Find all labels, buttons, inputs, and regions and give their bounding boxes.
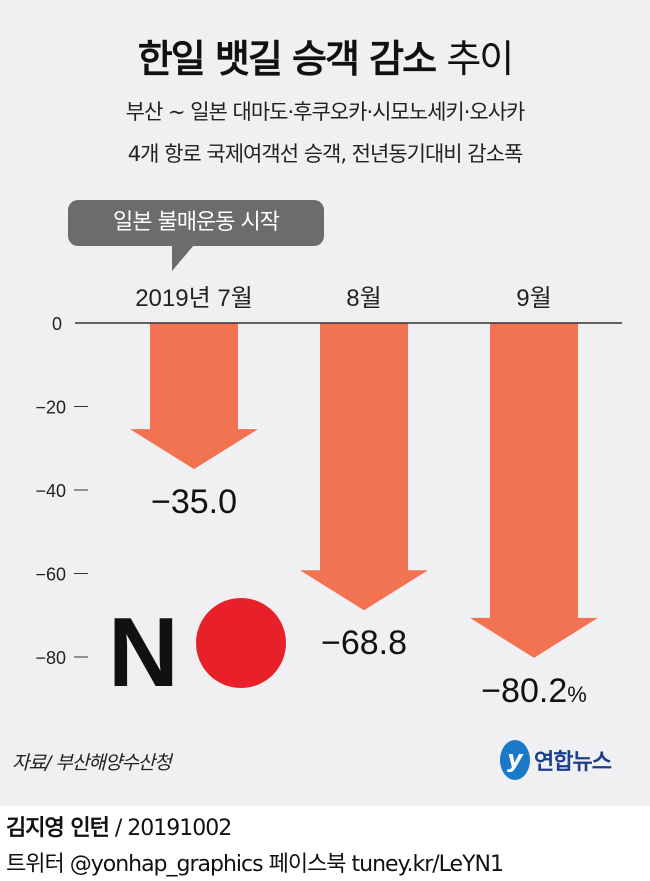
y-tick-label: −60 (35, 565, 66, 585)
value-label: −35.0 (151, 483, 237, 521)
y-tick-label: −20 (35, 398, 66, 418)
y-tick-label: −80 (35, 648, 66, 668)
bar-arrow-2 (300, 323, 428, 611)
chart-title: 한일 뱃길 승객 감소 추이 (0, 28, 650, 83)
yonhap-logo-icon: y (500, 740, 530, 780)
y-tick-label: −40 (35, 481, 66, 501)
social-line: 트위터 @yonhap_graphics 페이스북 tuney.kr/LeYN1 (6, 852, 504, 877)
chart-svg: 0 −20 −40 −60 −80 2019년 7월 −35.0 8월 −68.8 9월 −80.2… (35, 285, 622, 710)
credit-date: / 20191002 (114, 816, 232, 841)
unit-label: % (567, 682, 587, 707)
y-tick-label: 0 (52, 314, 62, 334)
annotation-pointer (172, 245, 194, 271)
subtitle-line-1: 부산 ~ 일본 대마도·후쿠오카·시모노세키·오사카 (125, 100, 526, 124)
bar-arrow-1 (130, 323, 258, 470)
x-category-label: 2019년 7월 (135, 285, 253, 312)
no-logo-circle (196, 598, 286, 688)
yonhap-logo-text: 연합뉴스 (534, 750, 612, 775)
x-category-label: 9월 (516, 285, 551, 312)
subtitle-line-2: 4개 항로 국제여객선 승객, 전년동기대비 감소폭 (127, 142, 524, 166)
x-category-label: 8월 (346, 285, 381, 312)
no-logo-letter: N (108, 597, 179, 707)
annotation-bubble: 일본 불매운동 시작 (68, 200, 324, 246)
yonhap-logo: y 연합뉴스 (500, 740, 612, 780)
source-note: 자료/ 부산해양수산청 (12, 752, 172, 774)
value-label: −68.8 (321, 624, 407, 662)
value-label: −80.2% (481, 672, 587, 710)
credit-line: 김지영 인턴 / 20191002 (6, 810, 232, 842)
title-bold: 한일 뱃길 승객 감소 (137, 37, 437, 81)
bar-arrow-3 (470, 323, 598, 658)
credit-name: 김지영 인턴 (6, 816, 110, 841)
title-light: 추이 (446, 37, 514, 81)
